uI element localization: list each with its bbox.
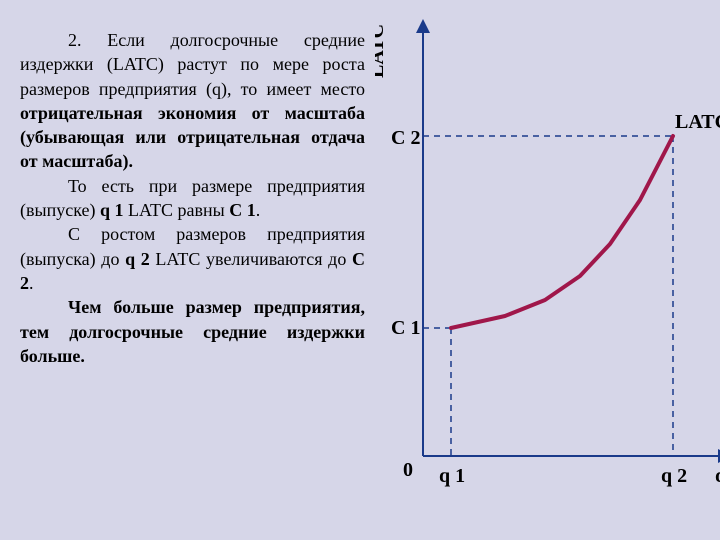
origin-label: 0	[403, 459, 413, 481]
text-column: 2. Если долгосрочные средние издержки (L…	[0, 0, 375, 540]
p1-text-b: отрицательная экономия от масштаба (убыв…	[20, 103, 365, 172]
c1-label: C 1	[391, 317, 420, 339]
chart-column: LATC LATC C 2 C 1 0 q 1 q 2 q	[375, 0, 720, 540]
q1-label: q 1	[439, 465, 465, 487]
paragraph-4: Чем больше размер предприятия, тем долго…	[20, 295, 365, 368]
curve-label: LATC	[675, 111, 720, 133]
latc-chart: LATC LATC C 2 C 1 0 q 1 q 2 q	[375, 8, 720, 528]
y-axis-label: LATC	[375, 24, 388, 78]
p3-mid: LATC увеличиваются до	[150, 249, 352, 269]
paragraph-2: То есть при размере предприятия (выпуске…	[20, 174, 365, 223]
p3-dot: .	[29, 273, 34, 293]
paragraph-3: С ростом размеров предприятия (выпуска) …	[20, 222, 365, 295]
q2-label: q 2	[661, 465, 687, 487]
p2-c1: C 1	[229, 200, 256, 220]
latc-curve	[451, 136, 673, 328]
x-axis-label: q	[715, 465, 720, 487]
paragraph-1: 2. Если долгосрочные средние издержки (L…	[20, 28, 365, 174]
p2-mid: LATC равны	[124, 200, 230, 220]
p2-q1: q 1	[100, 200, 124, 220]
p2-dot: .	[256, 200, 261, 220]
c2-label: C 2	[391, 127, 420, 149]
p1-text-a: 2. Если долгосрочные средние издержки (L…	[20, 30, 365, 99]
p3-q2: q 2	[125, 249, 150, 269]
